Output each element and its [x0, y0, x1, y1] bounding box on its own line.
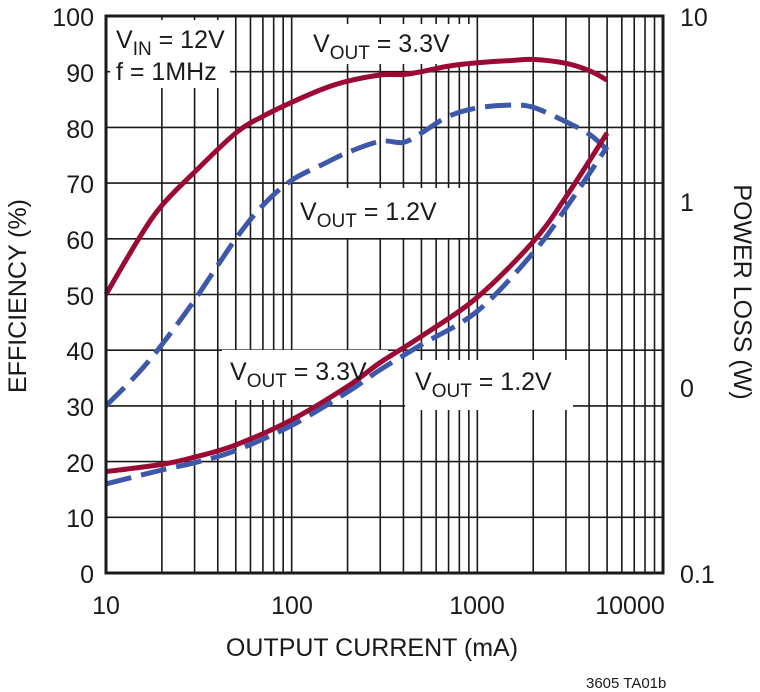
- right-axis-ticks: 10 1 0 0.1: [680, 4, 715, 589]
- data-curves: [103, 56, 610, 487]
- efficiency-3v3-label: VOUT = 3.3V: [313, 30, 450, 64]
- plot-grid: [106, 16, 663, 573]
- efficiency-1v2-label: VOUT = 1.2V: [300, 198, 437, 232]
- conditions-frequency-label: f = 1MHz: [116, 58, 217, 86]
- y-tick-60: 60: [66, 227, 94, 255]
- efficiency-1v2-curve: [104, 102, 609, 408]
- figure-caption: 3605 TA01b: [586, 675, 666, 692]
- label-background: [294, 188, 462, 238]
- y-tick-50: 50: [66, 283, 94, 311]
- y-tick-40: 40: [66, 338, 94, 366]
- y-tick-0: 0: [80, 561, 94, 589]
- y-tick-90: 90: [66, 60, 94, 88]
- x-axis-ticks: 10 100 1000 10000: [92, 592, 665, 620]
- y2-tick-1: 1: [680, 189, 694, 217]
- x-tick-10000: 10000: [595, 592, 665, 620]
- x-tick-1000: 1000: [449, 592, 505, 620]
- efficiency-3v3-curve: [103, 56, 609, 296]
- plot-frame: [104, 14, 665, 575]
- y-axis-title: EFFICIENCY (%): [4, 199, 32, 393]
- y-tick-20: 20: [66, 450, 94, 478]
- y-tick-70: 70: [66, 171, 94, 199]
- power-loss-3v3-curve: [105, 131, 610, 475]
- y2-axis-title: POWER LOSS (W): [728, 184, 756, 399]
- label-background: [302, 24, 474, 64]
- x-tick-100: 100: [271, 592, 313, 620]
- conditions-vin-label: VIN = 12V: [116, 26, 225, 60]
- y-tick-80: 80: [66, 116, 94, 144]
- y2-tick-0-1: 0.1: [680, 561, 715, 589]
- x-tick-10: 10: [92, 592, 120, 620]
- label-background: [110, 20, 230, 88]
- y-tick-100: 100: [52, 4, 94, 32]
- y2-tick-10: 10: [680, 4, 708, 32]
- x-axis-title: OUTPUT CURRENT (mA): [226, 634, 518, 662]
- left-axis-ticks: 100 90 80 70 60 50 40 30 20 10 0: [52, 4, 94, 589]
- power-loss-3v3-label: VOUT = 3.3V: [230, 358, 367, 392]
- y2-tick-0: 0: [680, 375, 694, 403]
- label-background: [405, 360, 573, 410]
- power-loss-1v2-curve: [105, 145, 610, 487]
- y-tick-10: 10: [66, 505, 94, 533]
- y-tick-30: 30: [66, 394, 94, 422]
- power-loss-1v2-label: VOUT = 1.2V: [415, 368, 552, 402]
